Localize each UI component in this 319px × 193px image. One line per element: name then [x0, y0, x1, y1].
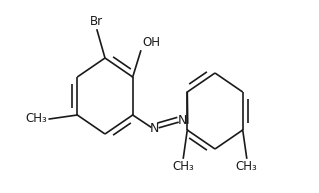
- Text: N: N: [150, 123, 160, 135]
- Text: N: N: [178, 114, 187, 128]
- Text: Br: Br: [89, 15, 103, 28]
- Text: OH: OH: [143, 36, 161, 49]
- Text: CH₃: CH₃: [26, 113, 47, 125]
- Text: CH₃: CH₃: [236, 160, 257, 173]
- Text: CH₃: CH₃: [172, 160, 194, 173]
